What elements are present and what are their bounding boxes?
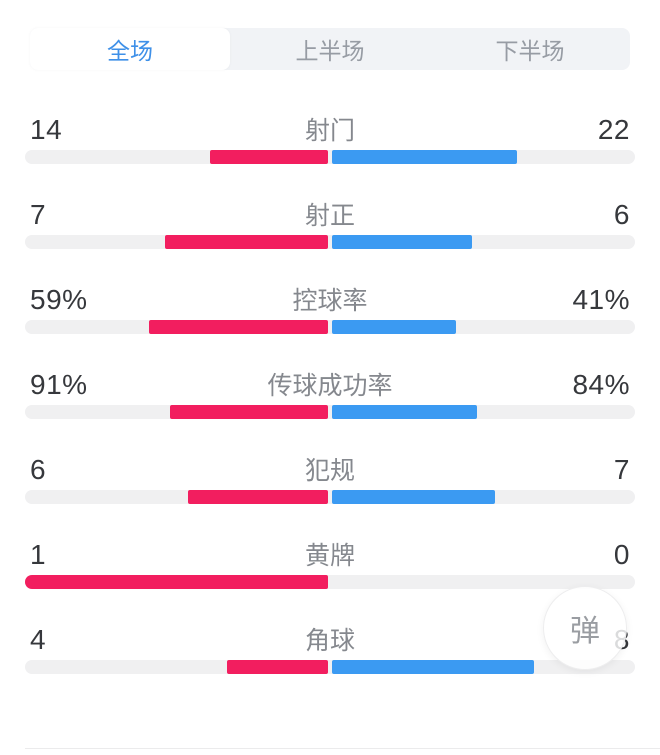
tab-second-half[interactable]: 下半场 bbox=[495, 38, 565, 64]
away-value: 41% bbox=[572, 284, 630, 315]
home-value: 91% bbox=[30, 369, 88, 400]
home-bar bbox=[170, 405, 328, 419]
danmu-toggle-button[interactable]: 弹 bbox=[543, 586, 627, 670]
stat-row-shots-on-target: 7 射正 6 bbox=[0, 180, 660, 265]
away-bar bbox=[332, 150, 518, 164]
home-value: 6 bbox=[30, 454, 47, 485]
stat-label: 角球 bbox=[304, 627, 355, 655]
period-tab-bar: 全场 上半场 下半场 bbox=[30, 28, 630, 70]
stat-label: 传球成功率 bbox=[267, 372, 393, 400]
stat-bar-track bbox=[25, 150, 635, 164]
home-value: 59% bbox=[30, 284, 88, 315]
stat-row-yellow-cards: 1 黄牌 0 bbox=[0, 520, 660, 605]
stat-row-shots: 14 射门 22 bbox=[0, 95, 660, 180]
home-bar bbox=[149, 320, 328, 334]
stat-bar-track bbox=[25, 575, 635, 589]
away-bar bbox=[332, 235, 472, 249]
danmu-toggle-label: 弹 bbox=[570, 615, 600, 648]
home-bar bbox=[227, 660, 328, 674]
home-bar bbox=[25, 575, 328, 589]
stat-row-possession: 59% 控球率 41% bbox=[0, 265, 660, 350]
away-value: 22 bbox=[597, 114, 630, 145]
stat-bar-track bbox=[25, 660, 635, 674]
stat-label: 黄牌 bbox=[304, 542, 355, 570]
stat-row-corners: 4 角球 8 bbox=[0, 605, 660, 690]
away-bar bbox=[332, 320, 457, 334]
home-value: 7 bbox=[30, 199, 47, 230]
away-bar bbox=[332, 490, 496, 504]
home-value: 14 bbox=[30, 114, 63, 145]
stats-list: 14 射门 22 7 射正 6 59% 控球率 41% bbox=[0, 70, 660, 690]
home-bar bbox=[210, 150, 328, 164]
stat-bar-track bbox=[25, 490, 635, 504]
home-value: 4 bbox=[30, 624, 47, 655]
stat-label: 犯规 bbox=[304, 457, 355, 485]
away-value: 0 bbox=[613, 539, 630, 570]
home-value: 1 bbox=[30, 539, 47, 570]
stat-row-pass-accuracy: 91% 传球成功率 84% bbox=[0, 350, 660, 435]
home-bar bbox=[164, 235, 328, 249]
bottom-divider bbox=[25, 748, 660, 749]
stat-bar-track bbox=[25, 235, 635, 249]
home-bar bbox=[188, 490, 328, 504]
stat-bar-track bbox=[25, 405, 635, 419]
tab-full-match[interactable]: 全场 bbox=[30, 28, 230, 70]
away-value: 84% bbox=[572, 369, 630, 400]
stat-label: 射正 bbox=[304, 202, 355, 230]
tab-first-half[interactable]: 上半场 bbox=[295, 38, 365, 64]
away-bar bbox=[332, 660, 534, 674]
stat-row-fouls: 6 犯规 7 bbox=[0, 435, 660, 520]
stat-bar-track bbox=[25, 320, 635, 334]
away-bar bbox=[332, 405, 478, 419]
away-value: 7 bbox=[613, 454, 630, 485]
away-value: 6 bbox=[613, 199, 630, 230]
stat-label: 射门 bbox=[304, 117, 355, 145]
stat-label: 控球率 bbox=[292, 287, 368, 315]
